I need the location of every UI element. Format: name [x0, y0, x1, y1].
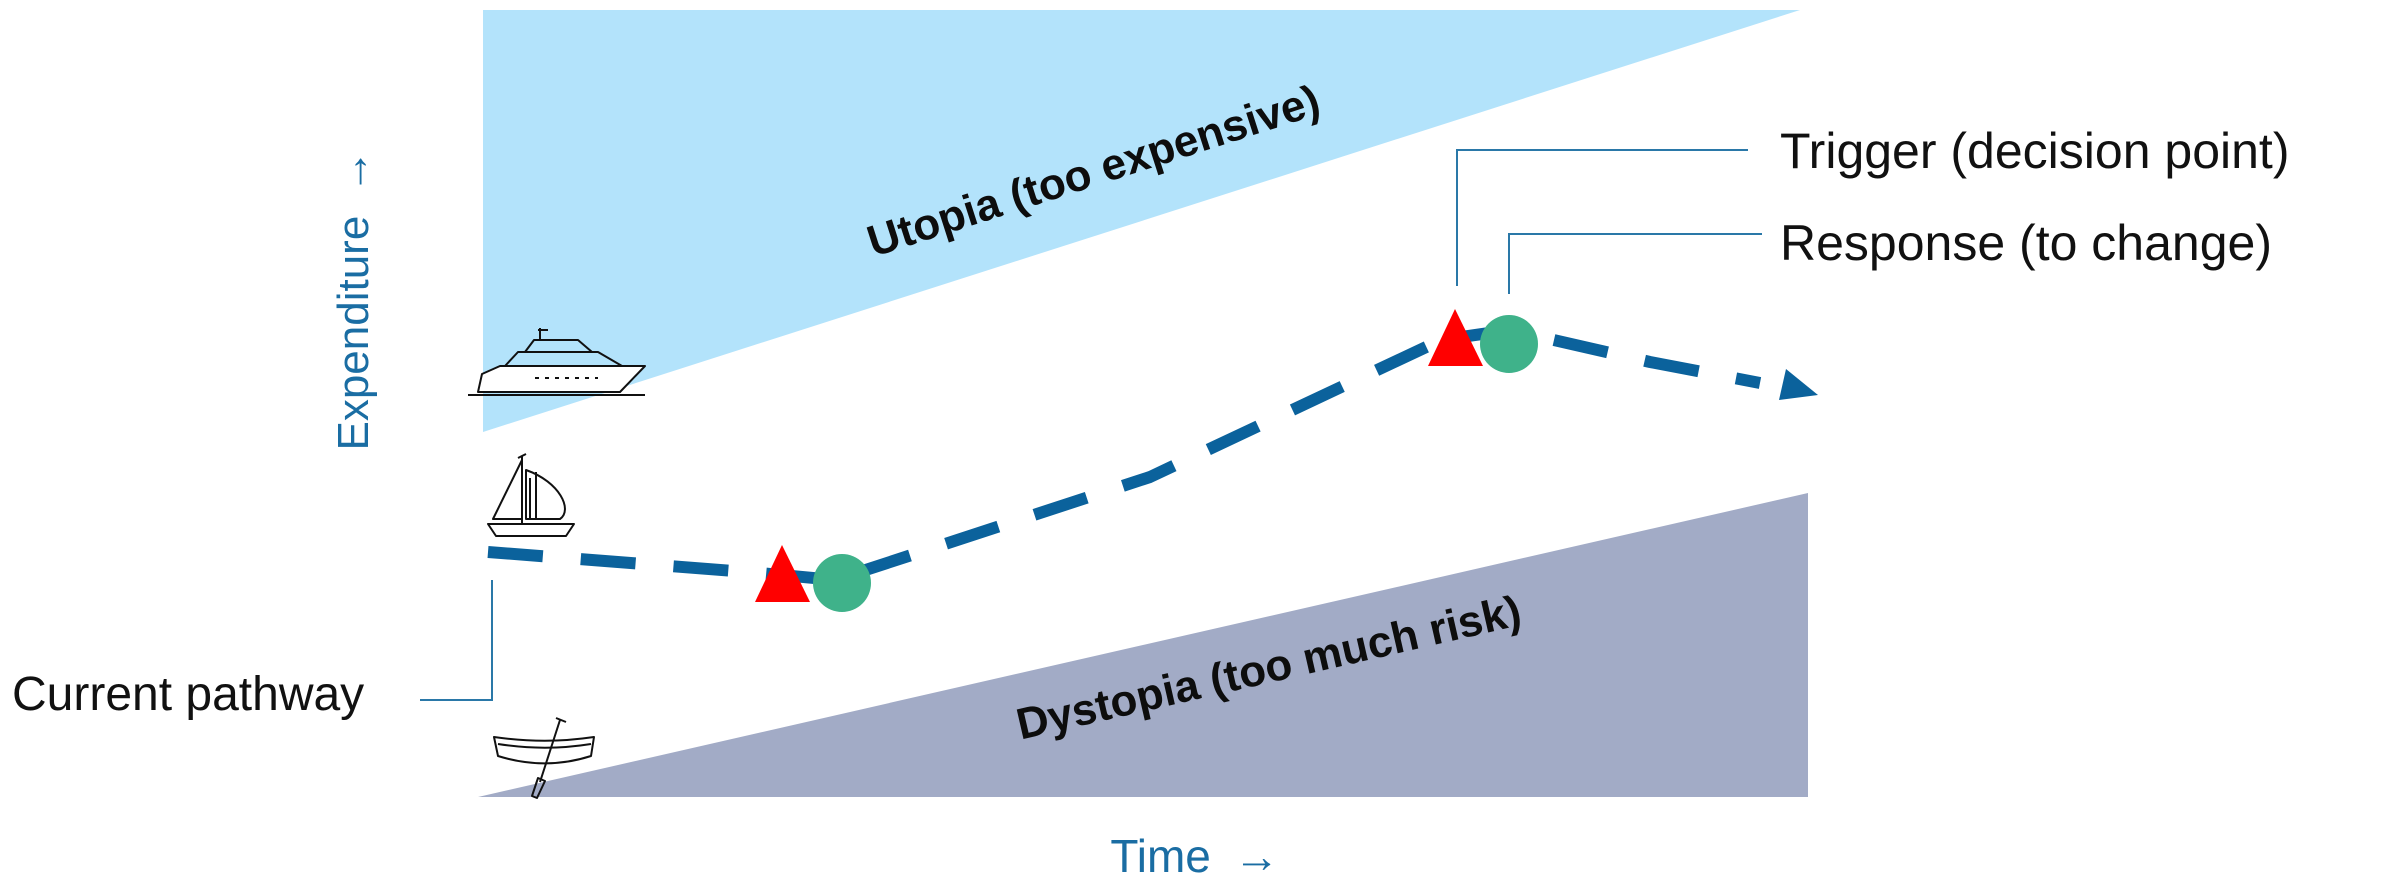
canoe-icon	[493, 717, 595, 799]
y-axis-label: Expenditure	[329, 216, 378, 451]
yacht-icon	[468, 328, 646, 396]
y-axis-title: Expenditure →	[329, 149, 378, 450]
sailboat-icon	[487, 453, 575, 537]
pathway-arrowhead	[1779, 369, 1818, 400]
x-axis-label: Time	[1110, 830, 1211, 876]
dystopia-region	[478, 493, 1808, 797]
response-marker-2	[1480, 315, 1538, 373]
current-pathway-leader-line	[420, 580, 493, 701]
x-axis-title: Time →	[1110, 830, 1279, 876]
trigger-legend-label: Trigger (decision point)	[1780, 123, 2289, 179]
current-pathway-label: Current pathway	[12, 668, 364, 721]
x-axis-arrow: →	[1234, 830, 1280, 876]
trigger-marker-1	[755, 545, 810, 602]
response-marker-1	[813, 554, 871, 612]
trigger-leader-line	[1456, 149, 1748, 286]
svg-text:Expenditure →: Expenditure →	[329, 149, 378, 450]
y-axis-arrow: →	[329, 149, 378, 193]
trigger-marker-2	[1428, 309, 1483, 366]
response-legend-label: Response (to change)	[1780, 215, 2272, 271]
response-leader-line	[1508, 233, 1762, 294]
utopia-region	[483, 10, 1800, 432]
